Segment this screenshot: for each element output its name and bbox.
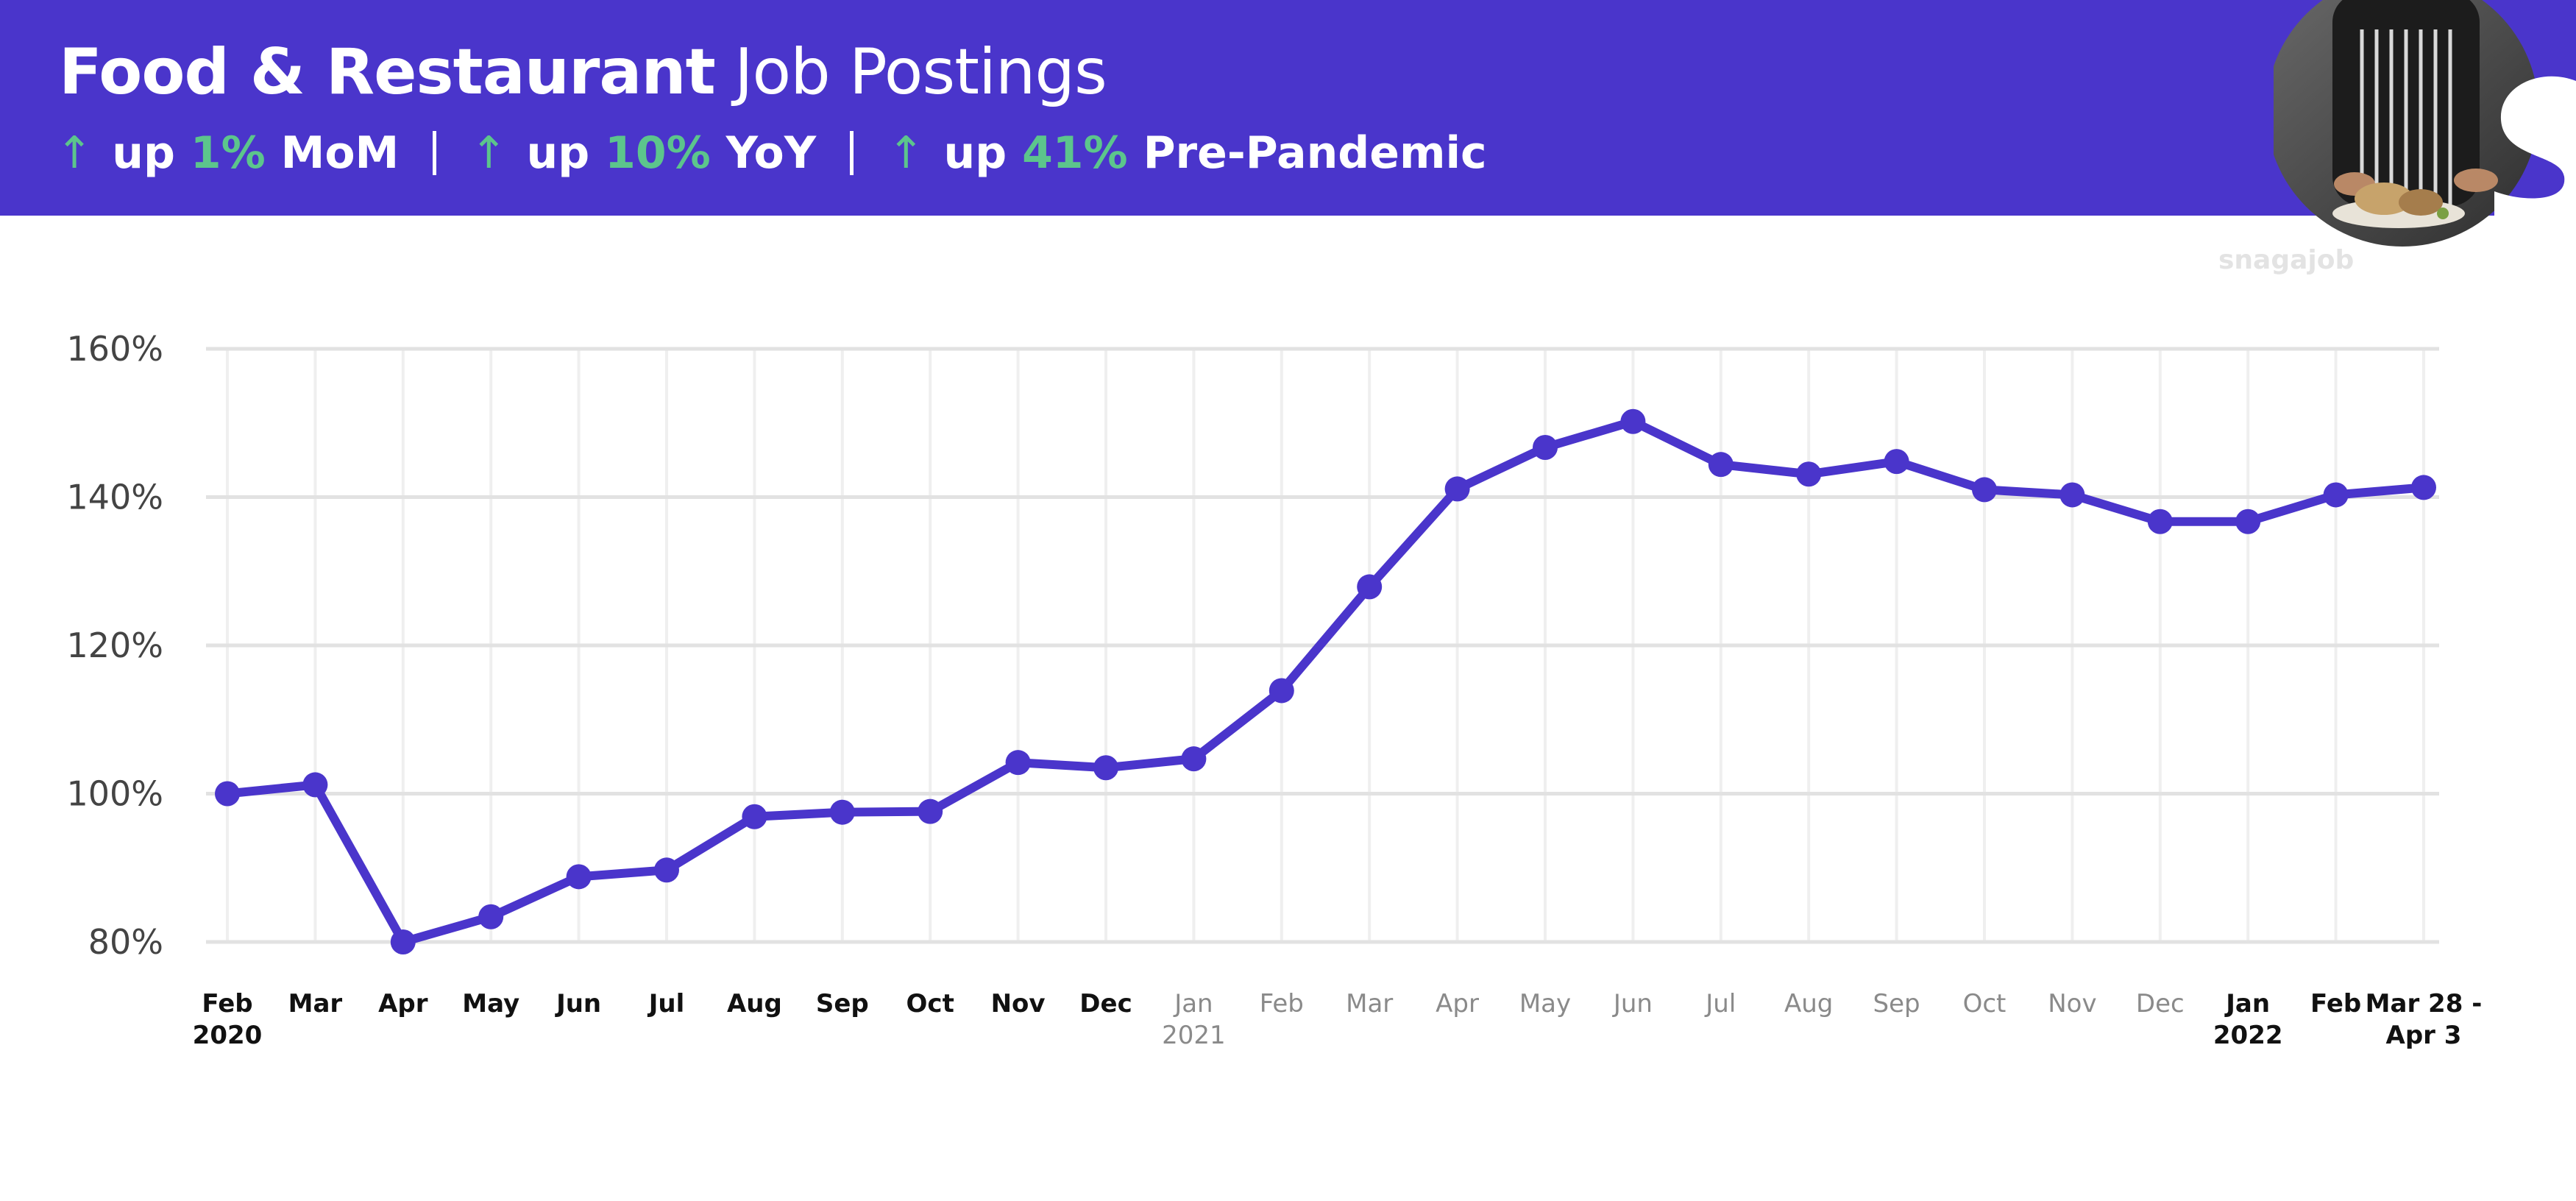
x-tick-sublabel: 2021 [1162, 1021, 1226, 1050]
data-points [215, 408, 2436, 954]
data-point [1444, 476, 1470, 502]
data-point [1357, 574, 1383, 600]
up-arrow-icon: ↑ [56, 127, 93, 179]
x-tick-label: Nov [2048, 989, 2096, 1018]
series-line [223, 417, 2428, 946]
data-point [2147, 509, 2173, 534]
snagajob-logo-icon [2494, 76, 2576, 249]
data-point [1972, 477, 1997, 503]
x-tick-label: Mar [1346, 989, 1393, 1018]
data-point [1796, 461, 1822, 487]
data-point [390, 929, 416, 954]
chart-title: Food & Restaurant Job Postings [59, 35, 1107, 109]
stat-value: 10% [605, 127, 711, 179]
y-tick-label: 120% [66, 626, 163, 665]
stat-value: 41% [1022, 127, 1128, 179]
grid [206, 347, 2439, 944]
stat-pre-pandemic: ↑ up 41% Pre-Pandemic [887, 127, 1486, 179]
x-tick-label: Nov [991, 989, 1046, 1018]
y-tick-label: 140% [66, 478, 163, 517]
x-tick-label: Dec [1079, 989, 1132, 1018]
data-point [1884, 449, 1909, 475]
data-point [1620, 408, 1646, 434]
stat-divider [433, 131, 437, 175]
stats-row: ↑ up 1% MoM ↑ up 10% YoY ↑ up 41% Pre-Pa… [56, 124, 1487, 183]
stat-suffix: MoM [280, 127, 400, 179]
data-point [2411, 475, 2436, 500]
data-point [918, 798, 943, 824]
data-point [742, 804, 767, 829]
data-point [1708, 452, 1734, 478]
x-tick-label: Oct [906, 989, 954, 1018]
x-tick-label: Mar [288, 989, 343, 1018]
y-tick-label: 160% [66, 329, 163, 369]
x-tick-label: Jul [647, 989, 685, 1018]
x-tick-label: Jun [555, 989, 601, 1018]
data-point [2323, 482, 2349, 508]
x-tick-label: Aug [1784, 989, 1833, 1018]
title-bold: Food & Restaurant [59, 35, 716, 109]
data-point [829, 799, 855, 825]
x-tick-sublabel: 2022 [2213, 1021, 2283, 1050]
data-point [1181, 746, 1207, 772]
stat-divider [850, 131, 854, 175]
x-tick-label: Aug [727, 989, 782, 1018]
x-tick-label: Feb [1260, 989, 1304, 1018]
data-point [654, 857, 679, 883]
x-tick-label: Sep [1873, 989, 1920, 1018]
up-arrow-icon: ↑ [887, 127, 925, 179]
x-tick-label: Apr [378, 989, 428, 1018]
y-tick-label: 80% [88, 922, 163, 962]
x-tick-label: Sep [816, 989, 869, 1018]
data-point [302, 772, 328, 798]
title-light: Job Postings [734, 35, 1107, 109]
up-arrow-icon: ↑ [470, 127, 508, 179]
x-tick-sublabel: Apr 3 [2386, 1021, 2462, 1050]
x-tick-label: Jan [1173, 989, 1213, 1018]
chef-photo [2266, 0, 2576, 249]
stat-suffix: Pre-Pandemic [1143, 127, 1487, 179]
x-tick-label: Jul [1704, 989, 1736, 1018]
x-tick-label: Mar 28 - [2366, 989, 2483, 1018]
x-tick-label: Dec [2136, 989, 2185, 1018]
data-point [2059, 482, 2085, 508]
x-tick-label: Feb [202, 989, 252, 1018]
stat-prefix: up [112, 127, 175, 179]
data-point [1005, 750, 1031, 776]
data-point [1093, 755, 1118, 781]
stat-prefix: up [526, 127, 590, 179]
x-tick-label: Apr [1436, 989, 1479, 1018]
x-tick-label: Jun [1612, 989, 1653, 1018]
stat-suffix: YoY [725, 127, 817, 179]
data-point [2235, 509, 2261, 534]
y-tick-label: 100% [66, 774, 163, 814]
data-point [1533, 434, 1558, 460]
x-tick-label: Feb [2310, 989, 2361, 1018]
data-point [566, 864, 592, 890]
stat-prefix: up [943, 127, 1007, 179]
x-tick-label: May [1519, 989, 1571, 1018]
data-point [478, 904, 504, 929]
stat-mom: ↑ up 1% MoM [56, 127, 399, 179]
data-point [215, 781, 240, 807]
data-point [1269, 678, 1294, 704]
stat-value: 1% [190, 127, 266, 179]
x-tick-sublabel: 2020 [193, 1021, 263, 1050]
x-tick-label: May [462, 989, 519, 1018]
x-tick-label: Jan [2224, 989, 2270, 1018]
brand-watermark: snagajob [2218, 245, 2355, 275]
header-banner: Food & Restaurant Job Postings ↑ up 1% M… [0, 0, 2576, 216]
chef-photo-badge [2266, 0, 2576, 250]
x-tick-label: Oct [1963, 989, 2006, 1018]
x-axis: Feb 2020 Mar Apr May Jun Jul Aug Sep Oct Nov Dec Jan… [193, 989, 2483, 1050]
y-axis: 160% 140% 120% 100% 80% [66, 329, 163, 962]
stat-yoy: ↑ up 10% YoY [470, 127, 816, 179]
